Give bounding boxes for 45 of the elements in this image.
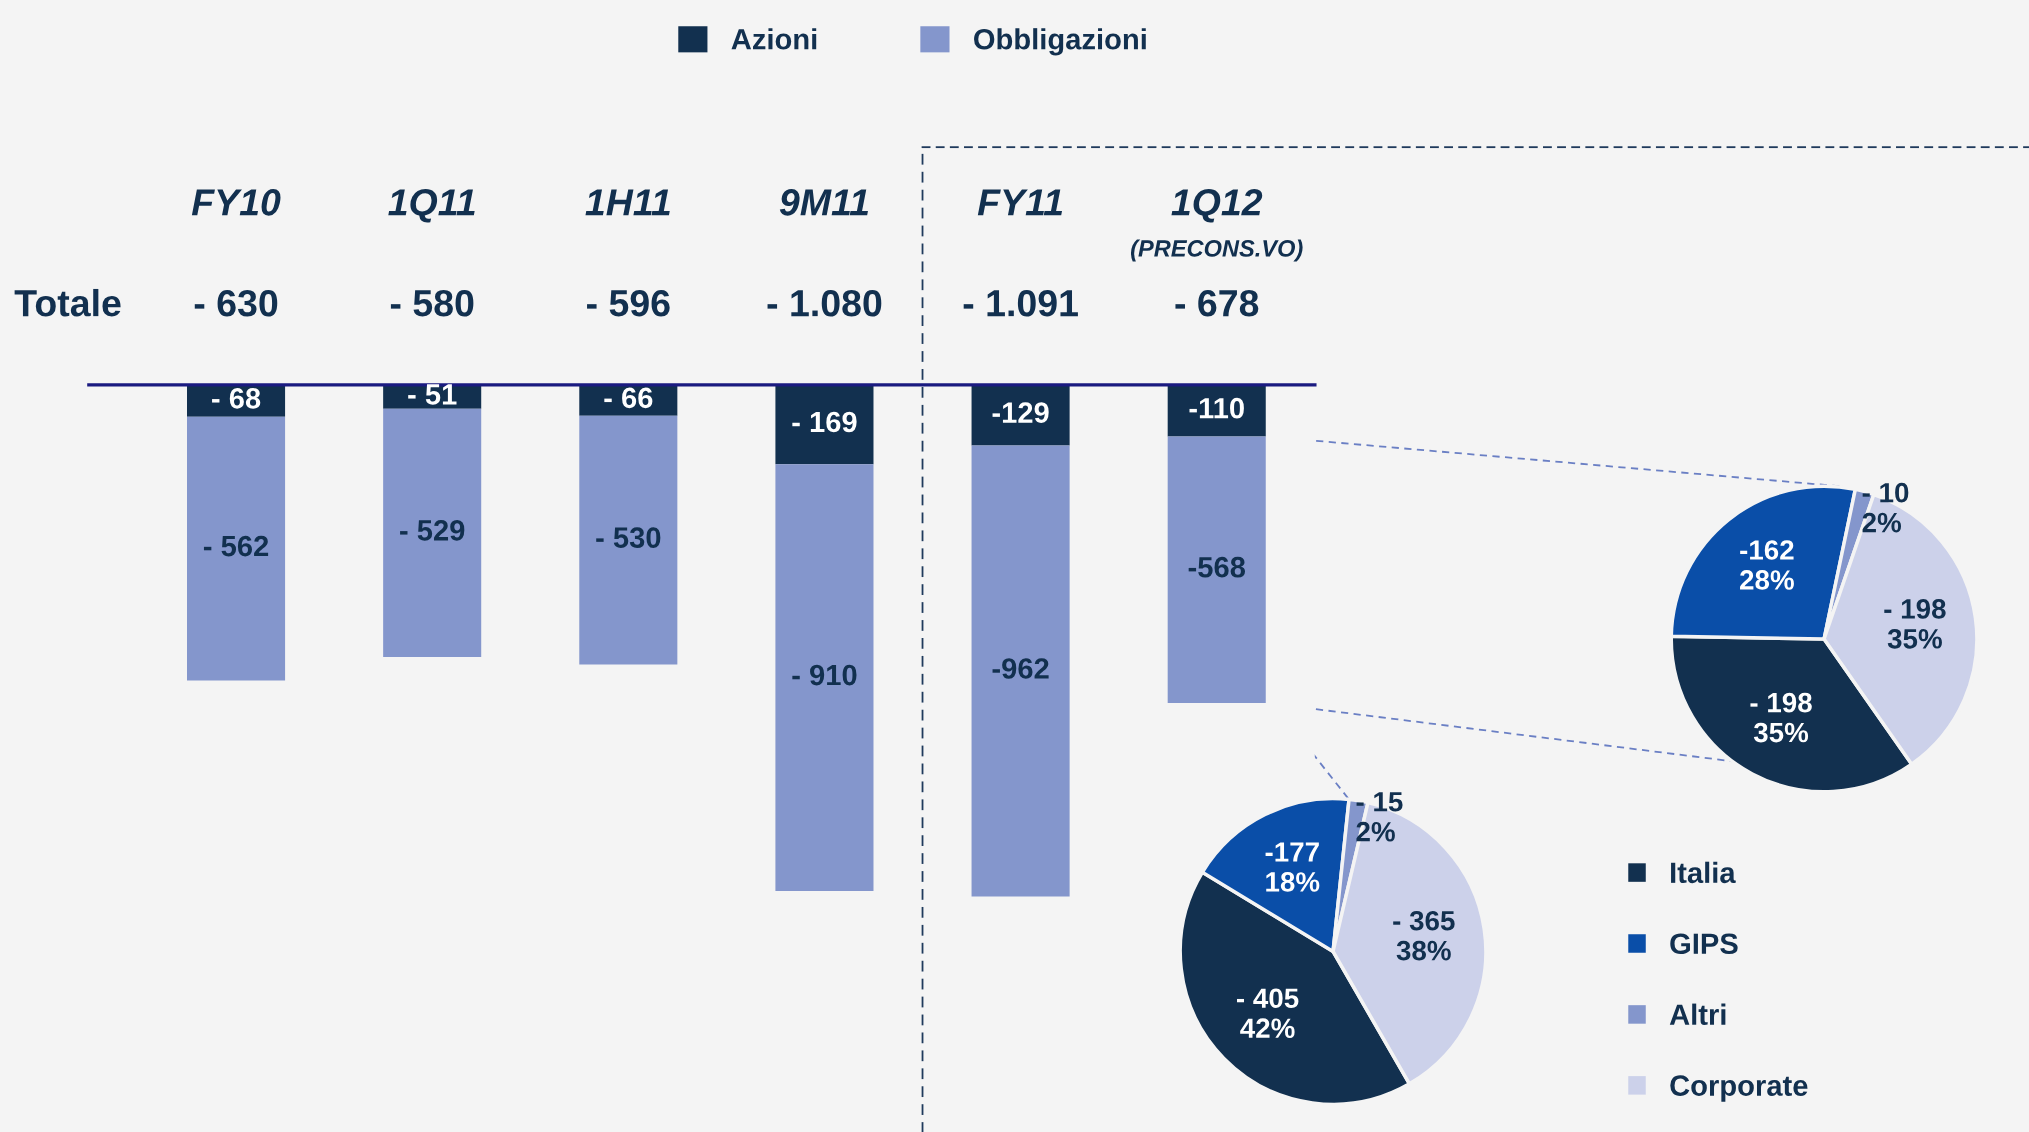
total-label: - 630 bbox=[194, 289, 278, 317]
legend-label: Obbligazioni bbox=[974, 28, 1146, 56]
bar bbox=[187, 416, 286, 681]
total-label: - 596 bbox=[587, 289, 670, 317]
data-label: - 169 bbox=[792, 411, 857, 433]
total-label: - 1.080 bbox=[767, 289, 882, 317]
x-tick-label: 1Q12 (PRECONS.VO) bbox=[1130, 189, 1303, 262]
data-label: -568 bbox=[1188, 556, 1246, 578]
data-label: -177 18% bbox=[1265, 842, 1320, 892]
legend-label: Azioni bbox=[731, 28, 817, 50]
bar bbox=[775, 464, 874, 891]
x-tick-label: FY11 bbox=[977, 189, 1063, 216]
x-tick-label: FY10 bbox=[191, 189, 281, 216]
total-label: - 1.091 bbox=[963, 289, 1078, 317]
total-label: - 678 bbox=[1175, 289, 1259, 317]
bar bbox=[383, 408, 482, 657]
data-label: -110 bbox=[1189, 397, 1244, 419]
data-label: -162 28% bbox=[1740, 540, 1794, 590]
data-label: - 15 2% bbox=[1356, 792, 1403, 842]
data-label: - 198 35% bbox=[1750, 692, 1812, 743]
data-label: - 530 bbox=[596, 527, 661, 548]
bar bbox=[579, 415, 678, 665]
data-label: - 66 bbox=[604, 387, 653, 409]
legend-label: Altri bbox=[1669, 1003, 1726, 1025]
x-tick-label: 1Q11 bbox=[388, 189, 475, 223]
data-label: -129 bbox=[992, 402, 1049, 423]
data-label: - 10 2% bbox=[1862, 482, 1909, 533]
data-label: -962 bbox=[992, 658, 1049, 679]
data-label: - 51 bbox=[408, 384, 457, 405]
data-label: - 562 bbox=[203, 535, 269, 557]
data-label: - 910 bbox=[792, 664, 857, 686]
data-label: - 405 42% bbox=[1236, 988, 1299, 1038]
bar bbox=[775, 384, 874, 465]
legend-label: Corporate bbox=[1670, 1075, 1808, 1102]
total-label: - 580 bbox=[390, 289, 474, 317]
bar bbox=[1167, 436, 1266, 703]
legend-label: GIPS bbox=[1670, 933, 1738, 955]
data-label: - 529 bbox=[400, 520, 465, 541]
legend-label: Italia bbox=[1671, 861, 1736, 884]
x-tick-label: 9M11 bbox=[779, 189, 868, 216]
text: Totale bbox=[14, 288, 121, 317]
data-label: - 198 35% bbox=[1884, 599, 1946, 649]
x-tick-label: 1H11 bbox=[585, 189, 670, 216]
data-label: - 68 bbox=[212, 388, 261, 409]
data-label: - 365 38% bbox=[1393, 910, 1455, 961]
